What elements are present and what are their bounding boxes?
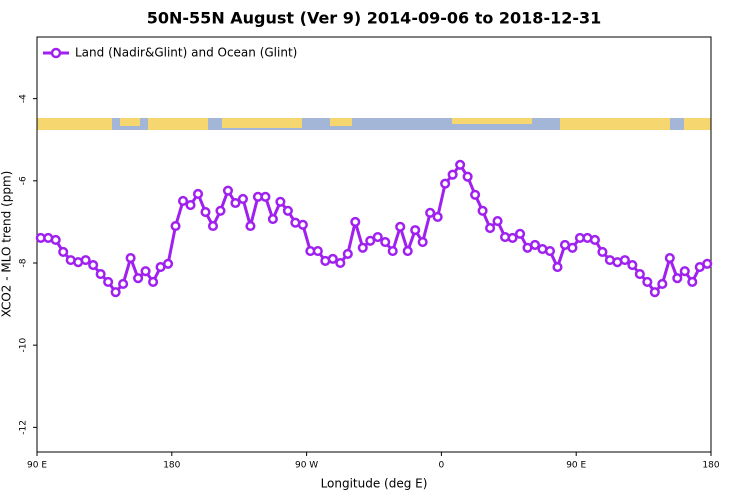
y-axis-label: XCO2 - MLO trend (ppm) <box>0 171 14 318</box>
data-point <box>103 276 114 287</box>
data-point <box>192 188 204 200</box>
data-point <box>417 236 428 248</box>
data-point <box>95 269 106 280</box>
data-point <box>552 262 563 273</box>
data-point <box>470 189 481 200</box>
data-point <box>679 266 690 277</box>
data-point <box>529 239 541 250</box>
data-point <box>440 178 451 189</box>
data-point <box>387 246 398 257</box>
data-point <box>687 276 698 287</box>
data-point <box>267 213 278 225</box>
data-point <box>163 258 174 269</box>
legend-label: Land (Nadir&Glint) and Ocean (Glint) <box>75 46 297 60</box>
data-point <box>432 211 443 223</box>
data-point <box>58 246 69 257</box>
data-point <box>402 246 413 257</box>
data-point <box>230 197 241 209</box>
y-tick-label: -6 <box>19 176 29 185</box>
data-point <box>425 207 436 218</box>
data-point <box>237 193 248 204</box>
series-line <box>40 163 708 294</box>
data-point <box>657 278 668 289</box>
data-point <box>642 276 653 287</box>
data-point <box>148 276 159 287</box>
data-point <box>312 246 323 257</box>
x-tick-label: 180 <box>702 461 719 471</box>
x-tick-label: 180 <box>163 461 180 471</box>
y-tick-label: -12 <box>19 420 29 435</box>
data-point <box>80 255 91 266</box>
data-point <box>477 205 488 216</box>
data-point <box>357 242 368 253</box>
data-point <box>567 242 578 253</box>
data-point <box>327 253 338 264</box>
data-point <box>170 220 181 232</box>
data-point <box>492 216 503 227</box>
data-point <box>589 234 600 246</box>
data-point <box>649 287 660 298</box>
data-point <box>672 273 683 284</box>
data-point <box>702 258 713 269</box>
data-point <box>260 191 271 202</box>
legend-marker <box>50 47 62 59</box>
data-point <box>215 205 226 216</box>
data-point <box>335 257 346 269</box>
y-tick-label: -4 <box>19 94 29 103</box>
legend: Land (Nadir&Glint) and Ocean (Glint) <box>43 46 297 60</box>
data-point <box>50 234 61 246</box>
data-point <box>140 266 151 277</box>
data-point <box>88 259 99 271</box>
x-tick-label: 90 E <box>27 461 47 471</box>
y-tick-label: -10 <box>19 338 29 353</box>
land-mask <box>37 118 711 130</box>
data-point <box>275 196 286 207</box>
plot-frame <box>36 36 712 453</box>
data-point <box>410 225 421 236</box>
x-tick-label: 90 W <box>295 461 318 471</box>
data-point <box>177 195 189 206</box>
data-point <box>664 253 675 264</box>
data-point <box>514 228 526 239</box>
data-point <box>544 246 556 257</box>
data-point <box>282 205 293 216</box>
x-axis-label: Longitude (deg E) <box>321 477 428 491</box>
data-point <box>447 169 458 180</box>
data-point <box>485 223 496 234</box>
data-point <box>380 236 391 248</box>
y-tick-label: -8 <box>19 258 29 267</box>
data-point <box>342 248 353 260</box>
data-point <box>619 255 630 266</box>
data-point <box>245 220 256 232</box>
data-point <box>507 232 518 243</box>
data-point <box>372 232 383 243</box>
chart-title: 50N-55N August (Ver 9) 2014-09-06 to 201… <box>147 9 602 28</box>
data-point <box>462 171 473 182</box>
data-point <box>133 273 144 284</box>
data-point <box>110 287 121 298</box>
data-point <box>297 219 308 230</box>
x-tick-label: 0 <box>439 461 445 471</box>
data-point <box>207 220 219 232</box>
data-point <box>118 278 129 289</box>
data-point <box>365 235 376 246</box>
data-point <box>185 200 196 211</box>
data-point <box>395 221 406 232</box>
data-point <box>200 206 211 218</box>
data-point <box>455 159 466 170</box>
data-point <box>222 185 234 196</box>
x-tick-label: 90 E <box>566 461 586 471</box>
data-point <box>125 253 136 264</box>
data-point <box>634 269 645 280</box>
data-point <box>350 216 361 227</box>
data-point <box>597 246 608 257</box>
data-point <box>627 259 638 271</box>
